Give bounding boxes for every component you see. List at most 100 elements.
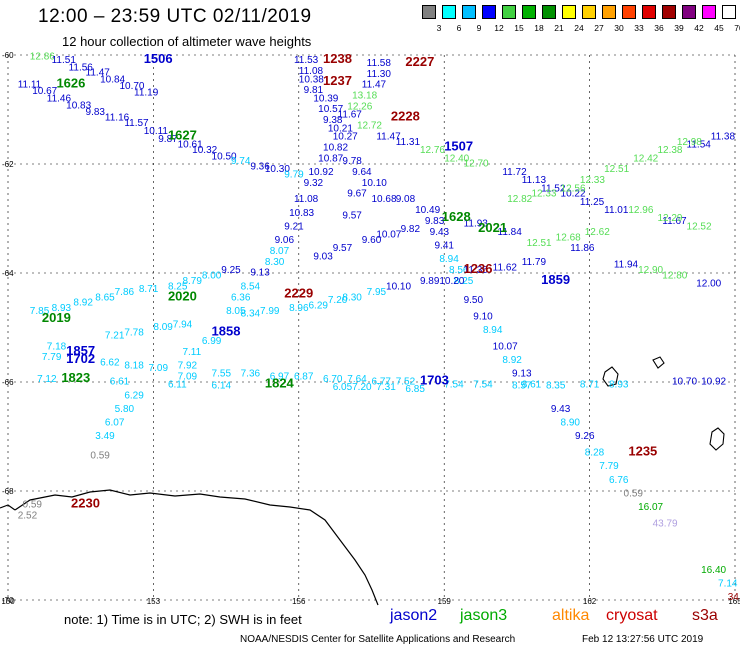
wave-height-label: 8.71 (580, 379, 600, 390)
wave-height-label: 9.60 (362, 235, 382, 246)
wave-height-label: 11.47 (86, 68, 111, 79)
wave-height-label: 9.81 (304, 85, 324, 96)
legend-swatch (722, 5, 736, 19)
wave-height-label: 11.08 (299, 66, 324, 77)
wave-height-label: 7.78 (124, 328, 144, 339)
legend-label: 42 (694, 23, 704, 33)
wave-height-label: 10.68 (372, 194, 397, 205)
sat-cryosat: cryosat (606, 607, 658, 624)
wave-height-label: 7.54 (444, 379, 464, 390)
wave-height-label: 8.57 (512, 381, 532, 392)
wave-height-label: 11.72 (502, 167, 527, 178)
wave-height-label: 9.38 (323, 115, 343, 126)
coastline (14, 489, 379, 606)
legend-swatch (422, 5, 436, 19)
legend-swatch (462, 5, 476, 19)
wave-height-label: 12.33 (531, 189, 556, 200)
wave-height-label: 11.56 (69, 62, 94, 73)
wave-height-label: 8.07 (270, 246, 290, 257)
legend-swatch (582, 5, 596, 19)
wave-height-label: 9.89 (420, 276, 440, 287)
wave-height-label: 11.46 (47, 93, 72, 104)
wave-height-label: 11.51 (52, 55, 77, 66)
wave-height-label: 9.36 (250, 161, 270, 172)
wave-height-label: 9.74 (231, 156, 251, 167)
wave-height-label: 10.27 (333, 131, 358, 142)
wave-height-label: 11.16 (105, 112, 130, 123)
wave-height-label: 11.35 (464, 265, 489, 276)
wave-height-label: 10.57 (318, 104, 343, 115)
wave-height-label: 10.21 (328, 123, 353, 134)
wave-height-label: 10.07 (493, 341, 518, 352)
legend-label: 9 (476, 23, 482, 33)
map-title: 12:00 – 23:59 UTC 02/11/2019 (38, 6, 312, 27)
wave-height-label: 10.38 (299, 74, 324, 85)
island-3 (709, 427, 725, 451)
pass-time-label: 2227 (405, 54, 434, 69)
map-subtitle: 12 hour collection of altimeter wave hei… (62, 34, 312, 49)
legend-label: 45 (714, 23, 724, 33)
wave-height-label: 8.05 (226, 306, 246, 317)
wave-height-label: 11.67 (662, 216, 687, 227)
wave-height-label: 9.26 (575, 431, 595, 442)
wave-height-label: 9.32 (304, 178, 324, 189)
wave-height-label: 7.09 (149, 363, 169, 374)
wave-height-label: 11.54 (687, 140, 712, 151)
wave-height-label: 10.61 (178, 140, 203, 151)
wave-height-label: 7.95 (367, 287, 387, 298)
wave-height-label: 11.86 (570, 243, 595, 254)
wave-height-label: 7.79 (42, 352, 62, 363)
wave-height-label: 8.28 (585, 448, 605, 459)
legend-label: 24 (574, 23, 584, 33)
wave-height-label: 8.30 (265, 257, 285, 268)
wave-height-label: 9.10 (473, 311, 493, 322)
wave-height-label: 43.79 (653, 518, 678, 529)
wave-height-label: 8.30 (342, 292, 362, 303)
legend-label: 36 (654, 23, 664, 33)
legend-swatch (542, 5, 556, 19)
wave-height-label: 12.68 (556, 232, 581, 243)
wave-height-label: 13.18 (352, 91, 377, 102)
wave-height-label: 6.05 (333, 382, 353, 393)
wave-height-label: 10.39 (313, 93, 338, 104)
wave-height-label: 12.52 (687, 221, 712, 232)
wave-height-label: 9.06 (275, 235, 295, 246)
pass-time-label: 2230 (71, 495, 100, 510)
wave-height-label: 8.71 (139, 284, 159, 295)
footnote: note: 1) Time is in UTC; 2) SWH is in fe… (64, 612, 302, 627)
observation-labels: 12.8611.5111.5611.4710.8410.7011.1911.11… (18, 51, 740, 603)
wave-height-label: 9.79 (284, 170, 304, 181)
wave-height-label: 7.52 (396, 377, 416, 388)
wave-height-label: 8.94 (483, 325, 503, 336)
lat-label: -64 (2, 269, 14, 278)
wave-height-label: 12.29 (657, 213, 682, 224)
wave-height-label: 11.93 (464, 219, 489, 230)
wave-height-label: 12.51 (604, 164, 629, 175)
wave-height-label: 7.64 (347, 374, 367, 385)
pass-time-label: 1858 (212, 324, 241, 339)
legend-swatch (442, 5, 456, 19)
legend-label: 70 (734, 23, 740, 33)
wave-height-label: 9.13 (250, 268, 270, 279)
wave-height-label: 11.58 (367, 58, 392, 69)
wave-height-label: 10.32 (192, 145, 217, 156)
wave-height-label: 6.61 (110, 377, 130, 388)
wave-height-label: 6.97 (270, 371, 290, 382)
wave-height-label: 8.35 (546, 381, 566, 392)
wave-height-label: 12.51 (527, 238, 552, 249)
legend-label: 12 (494, 23, 504, 33)
wave-height-label: 10.92 (701, 377, 726, 388)
legend-label: 15 (514, 23, 524, 33)
lat-label: -70 (2, 596, 14, 605)
wave-height-label: 6.62 (100, 358, 120, 369)
wave-height-label: 8.54 (241, 281, 261, 292)
wave-height-label: 0.59 (23, 499, 43, 510)
wave-height-label: 9.64 (352, 167, 372, 178)
timestamp: Feb 12 13:27:56 UTC 2019 (582, 634, 704, 645)
pass-time-label: 1235 (628, 444, 657, 459)
wave-height-label: 10.49 (415, 205, 440, 216)
coastline-west (0, 504, 16, 511)
legend-swatch (562, 5, 576, 19)
wave-height-label: 16.07 (638, 502, 663, 513)
